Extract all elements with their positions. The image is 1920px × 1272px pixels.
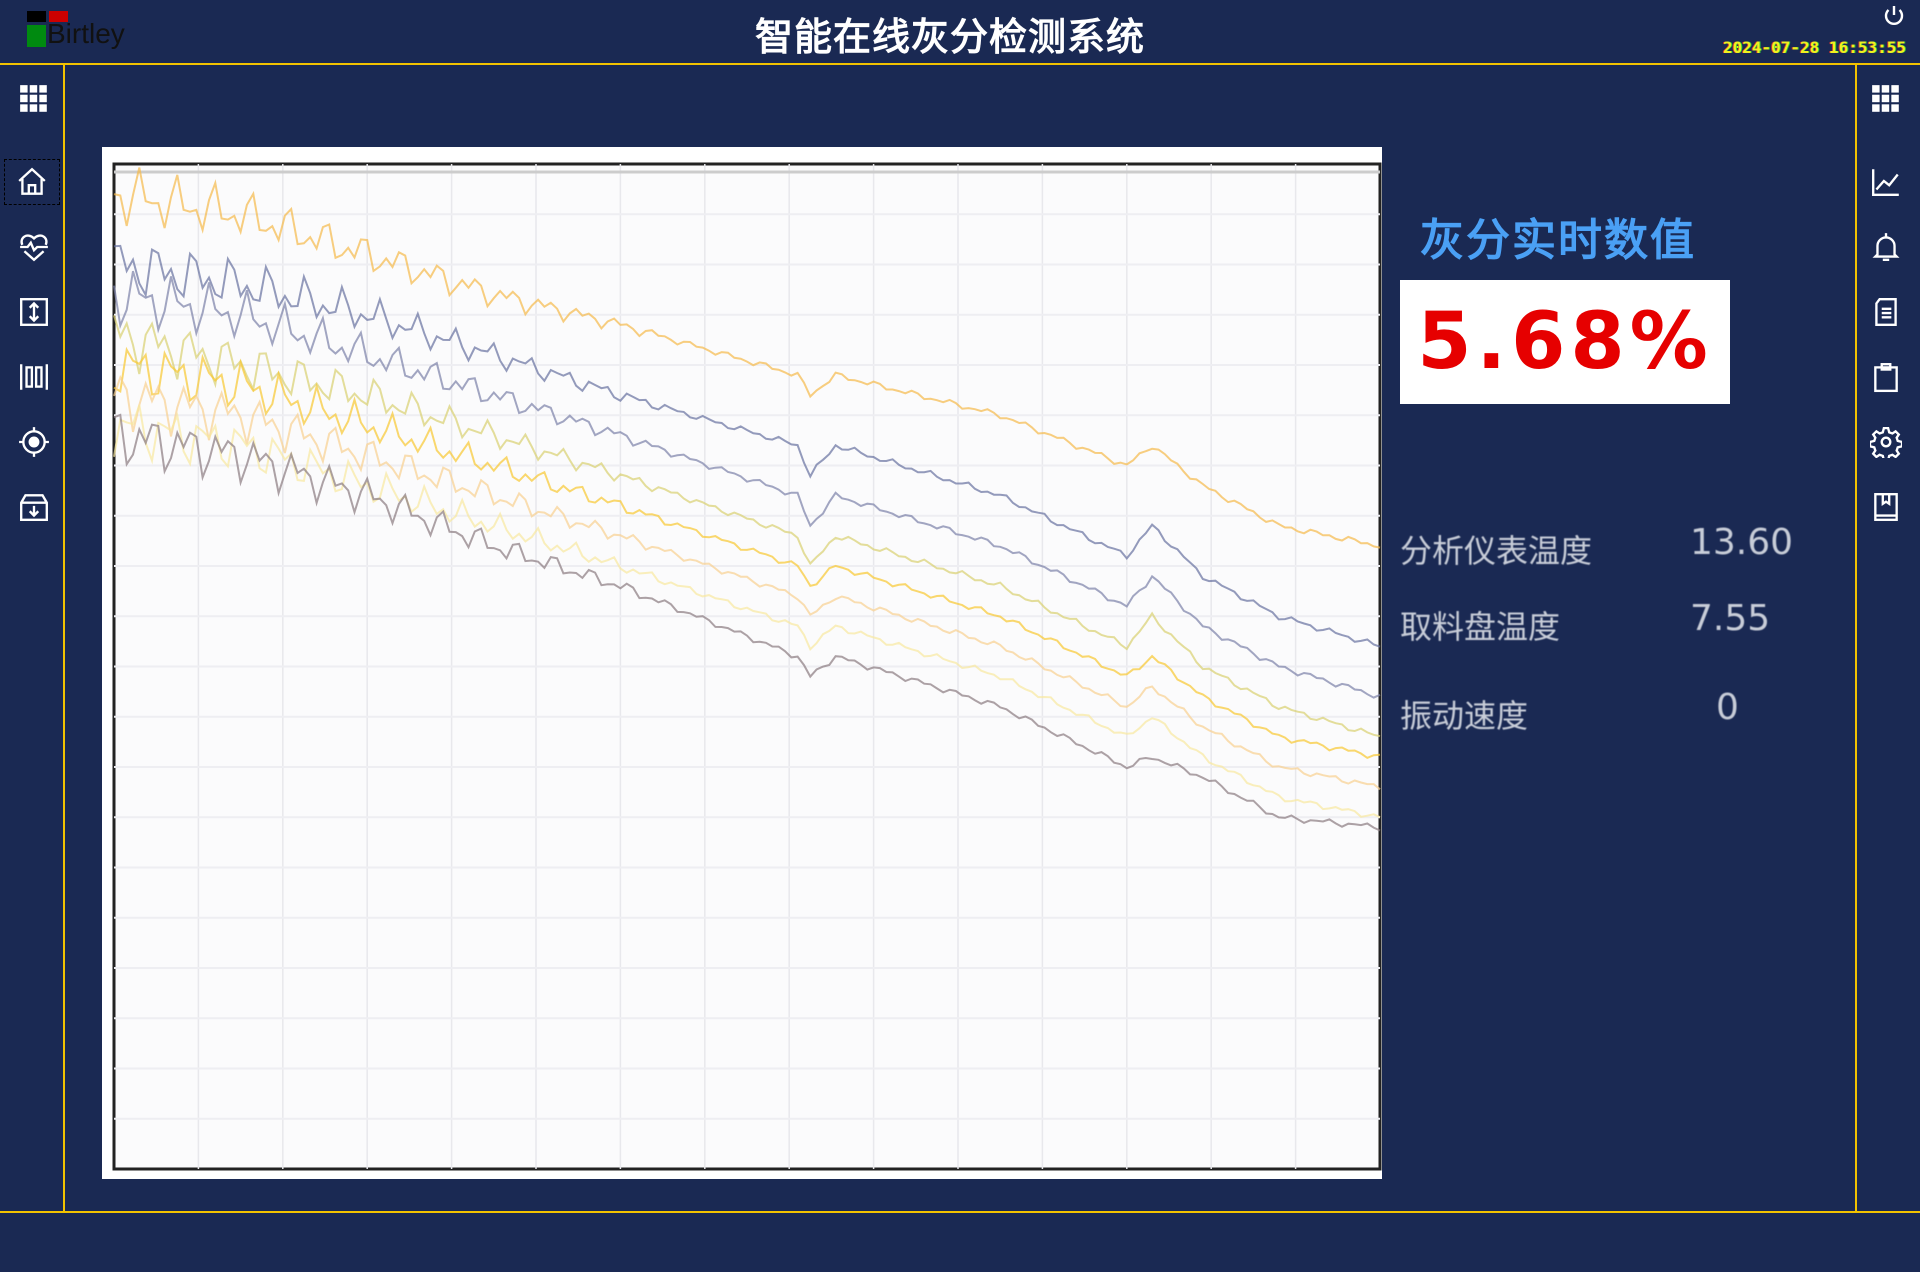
book-icon (1874, 493, 1898, 521)
series-line-4 (113, 315, 1381, 738)
ash-value: 5.68% (1417, 297, 1713, 387)
left-nav-health[interactable] (16, 229, 52, 265)
reading-label-vibration: 振动速度 (1400, 697, 1529, 735)
footer-divider (0, 1211, 1920, 1213)
page-title: 智能在线灰分检测系统 (754, 15, 1145, 59)
right-nav-report[interactable] (1868, 294, 1904, 330)
right-nav-settings[interactable] (1868, 424, 1904, 460)
series-line-7 (113, 404, 1381, 819)
series-line-5 (113, 346, 1381, 760)
left-nav-grid[interactable] (16, 81, 52, 117)
realtime-ash-title: 灰分实时数值 (1420, 215, 1696, 266)
left-nav-target[interactable] (16, 424, 52, 460)
reading-label-tray-temp: 取料盘温度 (1400, 608, 1561, 646)
reading-value-tray-temp: 7.55 (1690, 598, 1771, 639)
header-divider (0, 63, 1920, 65)
series-line-3 (113, 270, 1381, 699)
right-nav-alarm[interactable] (1868, 229, 1904, 265)
series-line-6 (113, 374, 1381, 791)
home-icon (18, 167, 46, 195)
spectrum-chart (112, 162, 1382, 1171)
grid-icon (20, 85, 47, 112)
logo-text: Birtley (47, 18, 125, 49)
series-line-2 (113, 244, 1381, 648)
left-sidebar-divider (63, 63, 65, 1212)
line-chart-icon (1872, 169, 1899, 196)
target-icon (19, 427, 49, 457)
right-nav-grid[interactable] (1868, 81, 1904, 117)
columns-icon (20, 364, 48, 390)
vertical-arrows-icon (20, 298, 48, 326)
clipboard-icon (1874, 363, 1898, 393)
grid-icon (1872, 85, 1899, 112)
reading-label-analyzer-temp: 分析仪表温度 (1400, 532, 1593, 570)
reading-value-vibration: 0 (1716, 687, 1739, 728)
gear-icon (1870, 426, 1902, 458)
right-sidebar-divider (1855, 63, 1857, 1212)
power-button[interactable] (1882, 4, 1906, 28)
left-nav-archive[interactable] (16, 489, 52, 525)
right-nav-manual[interactable] (1868, 489, 1904, 525)
left-nav-home[interactable] (4, 159, 60, 205)
series-line-1 (113, 167, 1381, 549)
left-nav-adjust[interactable] (16, 294, 52, 330)
left-nav-columns[interactable] (16, 359, 52, 395)
spectrum-chart-panel (102, 147, 1382, 1179)
archive-download-icon (20, 494, 48, 521)
series-line-8 (113, 413, 1381, 832)
datetime-display: 2024-07-28 16:53:55 (1722, 38, 1906, 57)
bell-icon (1872, 233, 1900, 261)
ash-value-box: 5.68% (1400, 280, 1730, 404)
document-icon (1875, 298, 1897, 326)
heart-pulse-icon (20, 234, 48, 262)
birtley-logo: Birtley (27, 10, 157, 55)
power-icon (1884, 6, 1904, 25)
reading-value-analyzer-temp: 13.60 (1690, 522, 1794, 563)
right-nav-trend[interactable] (1868, 164, 1904, 200)
right-nav-clipboard[interactable] (1868, 359, 1904, 395)
